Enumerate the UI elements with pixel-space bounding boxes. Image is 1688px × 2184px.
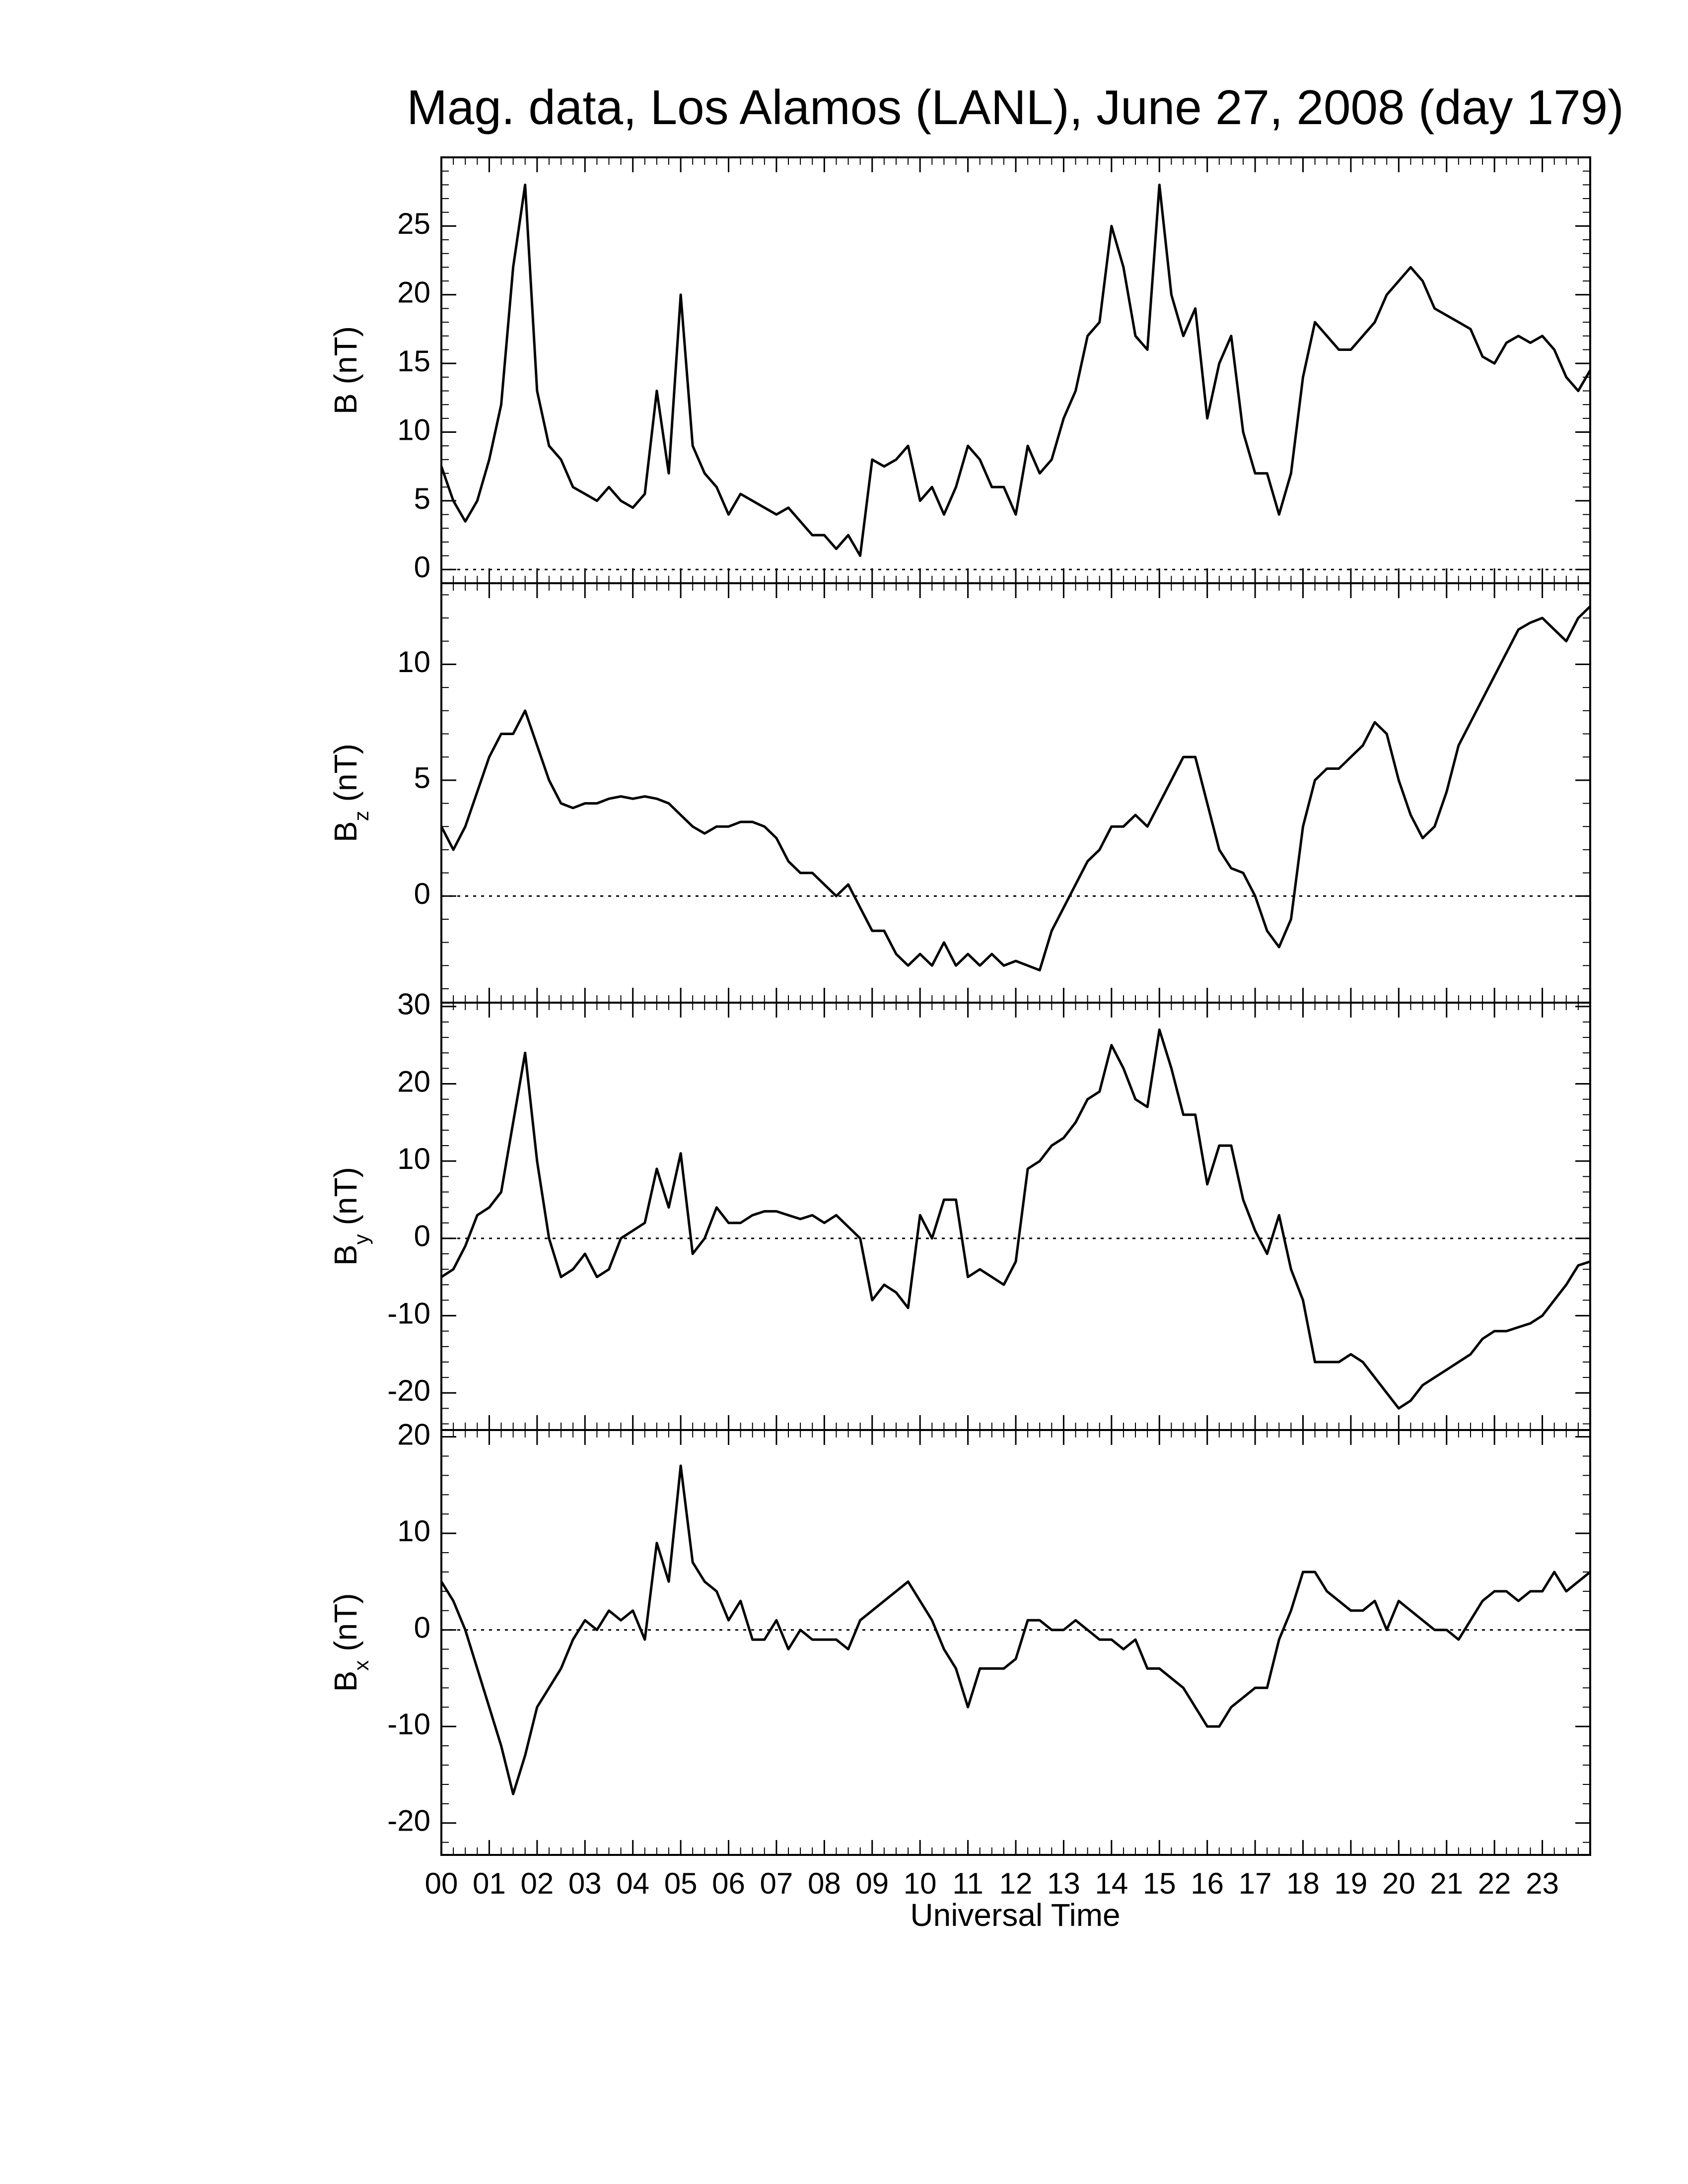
x-tick-label: 00 xyxy=(425,1867,458,1900)
y-axis-label-part: (nT) xyxy=(328,1593,363,1651)
data-line xyxy=(440,1028,1591,1410)
y-axis-label-part: (nT) xyxy=(328,744,363,802)
x-tick-label: 22 xyxy=(1478,1867,1511,1900)
y-axis-label: Bz (nT) xyxy=(328,744,373,842)
y-tick-label: 0 xyxy=(414,1220,430,1253)
x-tick-label: 16 xyxy=(1191,1867,1224,1900)
x-tick-label: 07 xyxy=(760,1867,793,1900)
y-tick-label: 20 xyxy=(397,276,430,309)
x-tick-label: 12 xyxy=(999,1867,1033,1900)
y-tick-label: 20 xyxy=(397,1065,430,1098)
x-tick-label: 19 xyxy=(1335,1867,1368,1900)
x-tick-label: 08 xyxy=(808,1867,841,1900)
y-axis-label-sub: z xyxy=(350,811,373,821)
x-tick-label: 05 xyxy=(664,1867,698,1900)
y-tick-label: 10 xyxy=(397,1514,430,1548)
panel: -20 -10 0 10 20 30 By (nT) xyxy=(328,988,1591,1431)
y-tick-label: 15 xyxy=(397,344,430,378)
x-tick-label: 03 xyxy=(568,1867,602,1900)
x-tick-label: 09 xyxy=(855,1867,889,1900)
y-tick-label: -20 xyxy=(387,1374,430,1407)
data-line xyxy=(440,183,1592,557)
x-tick-label: 18 xyxy=(1286,1867,1320,1900)
y-axis-label-part: B xyxy=(328,821,363,842)
y-axis-label-sub: y xyxy=(350,1234,373,1244)
plot-frame xyxy=(440,582,1591,1004)
x-tick-label: 01 xyxy=(473,1867,506,1900)
panel: 0 5 10 Bz (nT) xyxy=(328,582,1591,1004)
y-tick-label: 30 xyxy=(397,988,430,1021)
y-axis-label: Bx (nT) xyxy=(328,1593,373,1692)
x-tick-label: 06 xyxy=(712,1867,745,1900)
y-axis-label: B (nT) xyxy=(328,326,363,414)
x-axis-label: Universal Time xyxy=(910,1897,1120,1933)
y-tick-label: 10 xyxy=(397,645,430,679)
data-line xyxy=(440,605,1591,972)
y-axis-label-sub: x xyxy=(350,1660,373,1671)
x-tick-label: 20 xyxy=(1382,1867,1415,1900)
plot-frame xyxy=(440,1429,1591,1856)
data-line xyxy=(440,1464,1591,1795)
y-tick-label: 10 xyxy=(397,1142,430,1175)
y-tick-label: -10 xyxy=(387,1707,430,1741)
y-tick-label: 0 xyxy=(414,877,430,910)
x-tick-label: 15 xyxy=(1143,1867,1176,1900)
x-tick-label: 14 xyxy=(1095,1867,1128,1900)
x-tick-label: 13 xyxy=(1047,1867,1080,1900)
chart-title: Mag. data, Los Alamos (LANL), June 27, 2… xyxy=(407,80,1623,135)
plot-frame xyxy=(440,156,1591,584)
y-axis-label-part: (nT) xyxy=(328,326,363,384)
x-tick-label: 17 xyxy=(1239,1867,1272,1900)
x-tick-label: 04 xyxy=(616,1867,649,1900)
y-tick-label: 0 xyxy=(414,1611,430,1644)
y-tick-label: 25 xyxy=(397,207,430,240)
y-tick-label: 5 xyxy=(414,482,430,515)
y-axis-label-part: B xyxy=(328,1244,363,1266)
panel: -20 -10 0 10 20 00 01 02 03 04 05 06 07 08 09 10 11 12 13 1… xyxy=(328,1418,1591,1900)
y-tick-label: 5 xyxy=(414,761,430,795)
y-axis-label: By (nT) xyxy=(328,1167,373,1266)
x-tick-label: 11 xyxy=(952,1867,983,1900)
panel: 0 5 10 15 20 25 B (nT) xyxy=(328,156,1592,584)
y-tick-label: 0 xyxy=(414,550,430,584)
x-tick-label: 21 xyxy=(1430,1867,1463,1900)
plot-frame xyxy=(440,1002,1591,1431)
y-axis-label-part: B xyxy=(328,1671,363,1692)
y-tick-label: 20 xyxy=(397,1418,430,1451)
x-tick-label: 23 xyxy=(1526,1867,1559,1900)
y-tick-label: -10 xyxy=(387,1297,430,1330)
y-tick-label: -20 xyxy=(387,1804,430,1838)
y-axis-label-part: B xyxy=(328,393,363,414)
x-tick-label: 10 xyxy=(904,1867,937,1900)
y-tick-label: 10 xyxy=(397,413,430,446)
x-tick-label: 02 xyxy=(520,1867,554,1900)
y-axis-label-part: (nT) xyxy=(328,1167,363,1225)
